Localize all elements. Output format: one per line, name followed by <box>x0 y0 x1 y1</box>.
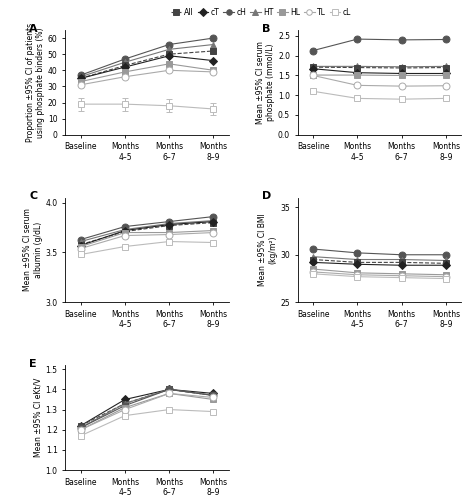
Text: A: A <box>29 24 38 34</box>
Y-axis label: Proportion ±95% CI of patients
using phosphate binders (%): Proportion ±95% CI of patients using pho… <box>26 23 45 142</box>
Text: C: C <box>29 192 37 202</box>
Text: D: D <box>261 192 271 202</box>
Y-axis label: Mean ±95% CI serum
albumin (g/dL): Mean ±95% CI serum albumin (g/dL) <box>23 208 43 292</box>
Text: B: B <box>261 24 270 34</box>
Y-axis label: Mean ±95% CI serum
phosphate (mmol/L): Mean ±95% CI serum phosphate (mmol/L) <box>256 41 275 124</box>
Y-axis label: Mean ±95% CI BMI
(kg/m²): Mean ±95% CI BMI (kg/m²) <box>258 214 277 286</box>
Y-axis label: Mean ±95% CI eKt/V: Mean ±95% CI eKt/V <box>34 378 43 458</box>
Text: E: E <box>29 359 37 369</box>
Legend: All, cT, cH, HT, HL, TL, cL: All, cT, cH, HT, HL, TL, cL <box>168 5 354 20</box>
